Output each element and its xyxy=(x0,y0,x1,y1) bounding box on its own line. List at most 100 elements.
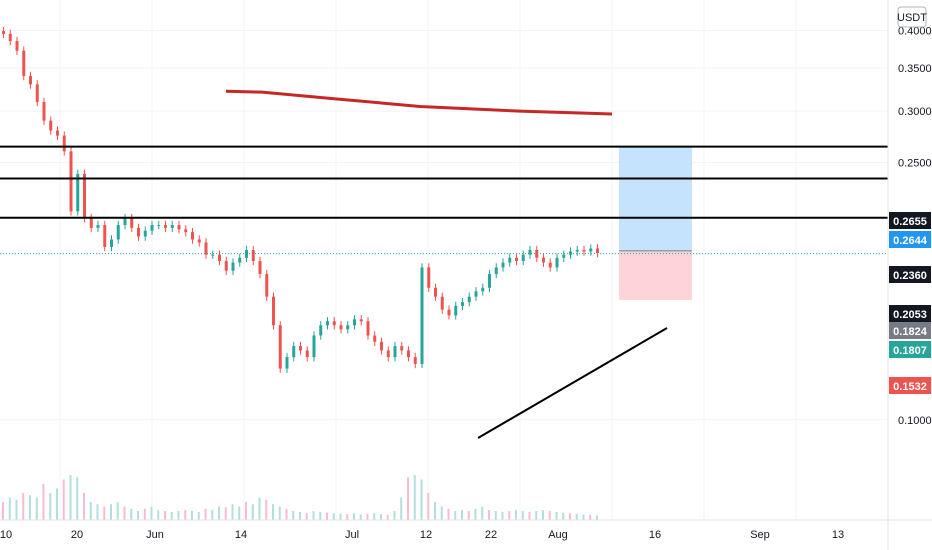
volume-bar xyxy=(488,510,490,520)
volume-bar xyxy=(413,475,416,520)
candle-body xyxy=(481,287,485,292)
price-tag[interactable] xyxy=(889,266,931,283)
target-zone[interactable] xyxy=(619,146,692,251)
candle-body xyxy=(434,287,437,297)
time-tick-label: 22 xyxy=(485,529,497,541)
volume-bar xyxy=(447,508,450,520)
volume-bar xyxy=(305,513,308,520)
time-tick-label: 16 xyxy=(649,529,661,541)
stop-zone[interactable] xyxy=(619,250,692,300)
candle-body xyxy=(312,335,316,358)
volume-bar xyxy=(197,511,200,520)
volume-bar xyxy=(89,502,92,520)
candle-body xyxy=(258,260,262,275)
candle-body xyxy=(150,225,154,231)
candle-body xyxy=(157,225,161,227)
candle-body xyxy=(130,218,134,228)
volume-bar xyxy=(110,504,112,520)
volume-bar xyxy=(434,502,436,520)
candle-body xyxy=(346,325,350,330)
time-tick-label: Jul xyxy=(345,529,359,541)
candle-body xyxy=(22,50,26,76)
volume-bar xyxy=(589,514,592,520)
volume-bar xyxy=(346,514,349,520)
volume-bar xyxy=(170,511,173,520)
candle-body xyxy=(191,232,194,240)
candle-body xyxy=(515,257,518,261)
volume-bar xyxy=(29,495,31,520)
currency-badge[interactable] xyxy=(897,6,927,28)
moving-average-line xyxy=(225,89,613,116)
volume-bar xyxy=(386,514,389,520)
candle-body xyxy=(177,225,181,230)
volume-bar xyxy=(393,511,396,520)
volume-bar xyxy=(400,497,403,520)
volume-bar xyxy=(407,477,409,520)
time-tick-label: 12 xyxy=(420,529,432,541)
volume-bar xyxy=(231,504,234,520)
volume-bar xyxy=(69,475,72,520)
time-tick-label: 13 xyxy=(832,529,844,541)
candle-body xyxy=(204,242,208,255)
price-tick-label: 0.1000 xyxy=(898,415,932,427)
volume-bar xyxy=(528,511,531,520)
candle-body xyxy=(56,130,59,136)
volume-bar xyxy=(103,506,106,520)
candle-body xyxy=(461,302,464,306)
volume-bar xyxy=(569,513,571,520)
volume-bar xyxy=(204,508,207,520)
volume-bar xyxy=(521,511,524,520)
candle-body xyxy=(488,274,491,288)
volume-bar xyxy=(116,502,119,520)
volume-bar xyxy=(157,510,160,520)
trendline[interactable] xyxy=(477,327,668,439)
candle-body xyxy=(555,257,559,268)
candle-body xyxy=(197,239,201,243)
candle-body xyxy=(224,260,228,271)
volume-bar xyxy=(332,513,335,520)
candle-body xyxy=(575,250,579,252)
candle-body xyxy=(110,239,113,247)
volume-bar xyxy=(143,508,146,520)
volume-bar xyxy=(535,511,538,520)
candle-body xyxy=(265,274,269,297)
volume-bar xyxy=(123,506,126,520)
candle-body xyxy=(366,321,370,336)
candle-body xyxy=(562,254,566,258)
candle-body xyxy=(447,309,451,316)
volume-bar xyxy=(177,511,180,520)
candle-body xyxy=(231,262,235,271)
price-tag[interactable] xyxy=(889,377,931,394)
price-tag[interactable] xyxy=(889,341,931,358)
candle-body xyxy=(272,296,275,326)
candle-body xyxy=(326,321,329,326)
volume-bar xyxy=(62,479,65,520)
price-tag-label: 0.1807 xyxy=(893,345,927,357)
price-tag[interactable] xyxy=(889,231,931,248)
volume-bar xyxy=(164,511,166,520)
candle-body xyxy=(285,357,289,369)
volume-bar xyxy=(467,511,470,520)
volume-bar xyxy=(238,506,241,520)
price-tag[interactable] xyxy=(889,305,931,322)
volume-bar xyxy=(481,506,484,520)
volume-bar xyxy=(150,506,153,520)
candle-body xyxy=(116,225,120,240)
candle-body xyxy=(400,346,404,351)
price-tag[interactable] xyxy=(889,212,931,229)
candle-body xyxy=(386,350,390,358)
volume-bar xyxy=(285,508,288,520)
volume-bar xyxy=(292,511,295,520)
volume-bar xyxy=(494,511,497,520)
volume-bar xyxy=(461,510,463,520)
candle-body xyxy=(29,75,32,85)
time-tick-label: 14 xyxy=(235,529,247,541)
price-tag[interactable] xyxy=(889,322,931,339)
volume-bar xyxy=(211,510,214,520)
candle-body xyxy=(143,230,147,237)
candle-body xyxy=(211,254,215,256)
candle-body xyxy=(542,257,545,263)
candle-body xyxy=(373,335,377,342)
